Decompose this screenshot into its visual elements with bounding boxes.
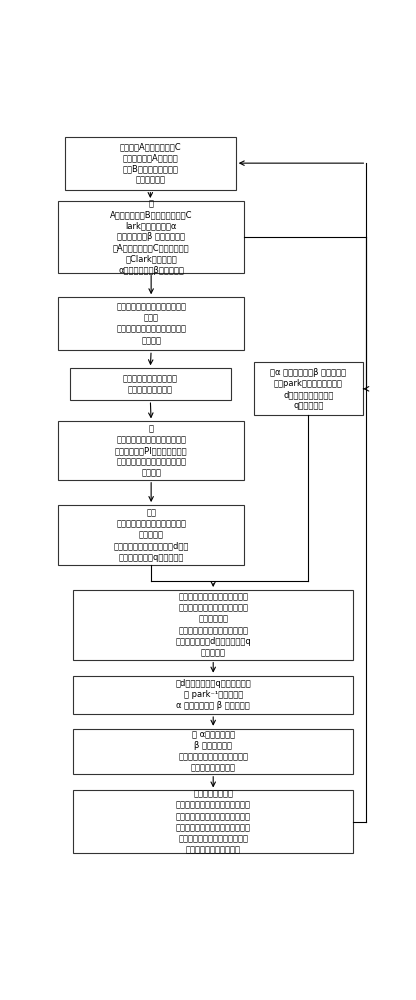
- FancyBboxPatch shape: [58, 421, 244, 480]
- FancyBboxPatch shape: [58, 297, 244, 350]
- FancyBboxPatch shape: [65, 137, 236, 190]
- Text: 求得期望的电机转速和电
机转速估计值的差值: 求得期望的电机转速和电 机转速估计值的差值: [123, 374, 178, 394]
- FancyBboxPatch shape: [73, 790, 354, 853]
- FancyBboxPatch shape: [70, 368, 231, 400]
- FancyBboxPatch shape: [73, 590, 354, 660]
- Text: 建立非奇异高阶终端滑模观测器
，求得
电机转速估计值和电机转子角位
移估计值: 建立非奇异高阶终端滑模观测器 ，求得 电机转速估计值和电机转子角位 移估计值: [116, 303, 186, 345]
- Text: 利用
内插式永磁同步电机期望的电磁
转矩，建立
拉格朗日方程，求得期望的d轴电
流分量和期望的q轴电流分量: 利用 内插式永磁同步电机期望的电磁 转矩，建立 拉格朗日方程，求得期望的d轴电 …: [114, 508, 189, 562]
- Text: 实时采集A相输出电压、C
相输出电压、A相输出电
流和B相输出电流设定期
望的电机转速: 实时采集A相输出电压、C 相输出电压、A相输出电 流和B相输出电流设定期 望的电…: [119, 142, 181, 184]
- Text: 建立基于端口受控哈密顿系统模
型的内插式永磁同步电机的无源
控制器，得到
内插式永磁同步电机在两相同步
旋转坐标系下的d轴电压分量和q
轴电压分量: 建立基于端口受控哈密顿系统模 型的内插式永磁同步电机的无源 控制器，得到 内插式…: [175, 593, 251, 657]
- FancyBboxPatch shape: [58, 505, 244, 565]
- Text: 将 α轴电压分量和
β 轴电压分量，
经过电压空间矢量脉宽调制，得
到六路驱动脉冲信号: 将 α轴电压分量和 β 轴电压分量， 经过电压空间矢量脉宽调制，得 到六路驱动脉…: [178, 730, 248, 772]
- FancyBboxPatch shape: [253, 362, 363, 415]
- Text: 根据脉冲信号决定
逆变器开关的开通与关断，将内插
式永磁同步电机的直流母线电压逆
变为内插式永磁同步电机的三相交
流电，作为内插式永磁同步电机
三相定子绕组的输: 根据脉冲信号决定 逆变器开关的开通与关断，将内插 式永磁同步电机的直流母线电压逆…: [176, 790, 251, 854]
- FancyBboxPatch shape: [73, 676, 354, 714]
- Text: 将α 轴电流分量和β 轴电流分量
进行park变换，得到反馈的
d轴电流分量和反馈的
q轴电流分量: 将α 轴电流分量和β 轴电流分量 进行park变换，得到反馈的 d轴电流分量和反…: [270, 368, 347, 410]
- FancyBboxPatch shape: [73, 729, 354, 774]
- Text: 将d轴电压分量和q轴电压分量进
行 park⁻¹变换，得到
α 轴电压分量和 β 轴电压分量: 将d轴电压分量和q轴电压分量进 行 park⁻¹变换，得到 α 轴电压分量和 β…: [175, 679, 251, 710]
- FancyBboxPatch shape: [58, 201, 244, 273]
- Text: 将
A相输出电流和B相输出电流进行C
lark变换，得到在α
轴电流分量和β 轴电流分量，
将A相输出电压和C相输出电压进
行Clark变换，得到
α轴电压分量: 将 A相输出电流和B相输出电流进行C lark变换，得到在α 轴电流分量和β 轴…: [110, 199, 192, 275]
- Text: 将
期望的电机转速和电机转速估计
值的差值作为PI调节器的输入，
求得内插式永磁同步电机期望的
电磁转矩: 将 期望的电机转速和电机转速估计 值的差值作为PI调节器的输入， 求得内插式永磁…: [115, 424, 188, 477]
